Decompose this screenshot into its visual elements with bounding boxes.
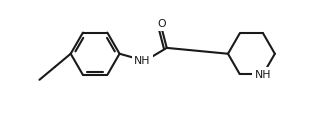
Text: NH: NH xyxy=(134,56,151,66)
Text: O: O xyxy=(158,19,166,29)
Text: NH: NH xyxy=(255,69,271,79)
